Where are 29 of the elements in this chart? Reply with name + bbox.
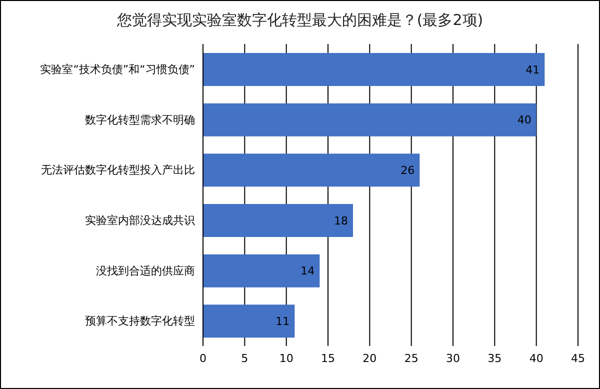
bar [203,204,353,237]
x-tick-label: 40 [529,352,544,365]
y-tick-label: 实验室内部没达成共识 [85,214,195,228]
x-tick-label: 15 [321,352,335,365]
x-tick-label: 5 [241,352,248,365]
x-tick-label: 30 [446,352,460,365]
data-label: 11 [276,315,290,328]
y-tick-label: 预算不支持数字化转型 [85,314,195,328]
data-label: 26 [400,164,415,178]
y-tick-label: 无法评估数字化转型投入产出比 [41,164,195,177]
chart-title: 您觉得实现实验室数字化转型最大的困难是？(最多2项) [116,10,484,31]
x-tick-label: 0 [200,352,206,365]
x-tick-label: 20 [362,352,377,365]
y-tick-label: 没找到合适的供应商 [96,264,195,278]
y-tick-label: 实验室“技术负债”和“习惯负债” [40,63,195,76]
y-tick-label: 数字化转型需求不明确 [85,113,195,126]
bar [203,304,295,338]
bar [203,53,545,86]
data-label: 40 [517,114,532,127]
bar [203,254,320,288]
x-tick-label: 35 [488,352,502,365]
data-label: 41 [526,63,540,76]
data-label: 14 [300,264,315,278]
x-tick-label: 10 [279,352,294,365]
data-label: 18 [334,214,348,228]
bar [203,103,536,136]
bar [203,154,420,187]
x-tick-label: 25 [404,352,418,365]
x-tick-label: 45 [571,352,585,365]
